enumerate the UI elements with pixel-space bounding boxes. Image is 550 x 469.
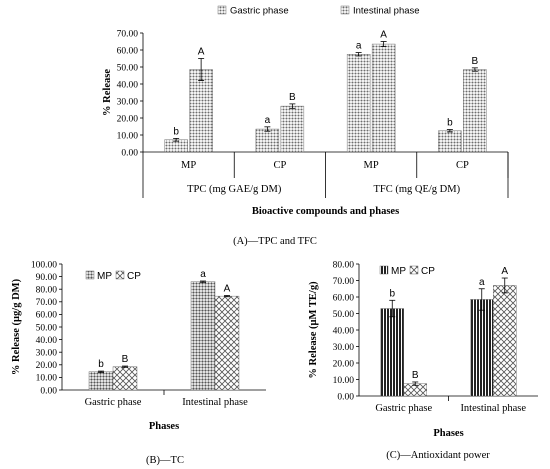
panel-a-gastric-bar <box>438 130 462 153</box>
panel-b-mp-bar <box>88 371 114 391</box>
panel-c-ytick-label: 20.00 <box>333 359 355 369</box>
panel-c-ytick-label: 40.00 <box>333 326 355 336</box>
panel-b-ytick-label: 90.00 <box>36 273 58 283</box>
panel-a-legend-label: Intestinal phase <box>353 6 420 17</box>
panel-a-x-axis-title: Bioactive compounds and phases <box>252 206 399 217</box>
panel-c-legend-swatch <box>379 265 389 275</box>
panel-c-ytick-label: 0.00 <box>337 392 354 402</box>
panel-c-mp-data-label: a <box>479 277 485 288</box>
panel-b-legend-label: CP <box>127 271 141 282</box>
panel-a-intestinal-data-label: B <box>289 92 296 103</box>
panel-c-caption: (C)—Antioxidant power <box>386 450 490 461</box>
panel-a-ytick-label: 0.00 <box>121 148 138 158</box>
panel-b-cp-data-label: A <box>224 284 231 295</box>
panel-a-ytick-label: 30.00 <box>117 97 139 107</box>
panel-b-category-label: Intestinal phase <box>182 397 248 408</box>
panel-b-y-axis-title: % Release (µg/g DM) <box>11 278 22 375</box>
panel-a-category-label: MP <box>181 160 196 171</box>
panel-a-ytick-label: 60.00 <box>117 46 139 56</box>
panel-b-ytick-label: 50.00 <box>36 323 58 333</box>
panel-a-category-label: MP <box>364 160 379 171</box>
panel-a-gastric-data-label: a <box>265 115 271 126</box>
panel-b-ytick-label: 80.00 <box>36 286 58 296</box>
panel-a-group-label: TPC (mg GAE/g DM) <box>187 184 282 195</box>
panel-a-gastric-bar <box>346 54 371 153</box>
panel-b-cp-bar <box>214 295 240 391</box>
panel-a-intestinal-data-label: A <box>380 30 387 41</box>
panel-a-y-axis-title: % Release <box>102 69 113 116</box>
panel-a-intestinal-data-label: A <box>198 47 205 58</box>
panel-b-mp-data-label: a <box>200 269 206 280</box>
panel-b-ytick-label: 0.00 <box>40 386 57 396</box>
panel-c-ytick-label: 60.00 <box>333 293 355 303</box>
panel-a-intestinal-bar <box>280 105 305 153</box>
panel-c-legend-swatch <box>409 265 419 275</box>
panel-b-ytick-label: 60.00 <box>36 311 58 321</box>
panel-a-intestinal-bar <box>463 69 487 153</box>
panel-b-legend-swatch <box>85 270 95 280</box>
panel-a-ytick-label: 20.00 <box>117 114 139 124</box>
panel-a-legend-swatch <box>340 5 350 15</box>
panel-c-ytick-label: 30.00 <box>333 343 355 353</box>
panel-c-mp-bar <box>470 299 494 397</box>
panel-b-ytick-label: 70.00 <box>36 298 58 308</box>
panel-c-category-label: Intestinal phase <box>460 403 526 414</box>
panel-a-intestinal-bar <box>189 69 213 153</box>
panel-b-ytick-label: 10.00 <box>36 374 58 384</box>
panel-b-ytick-label: 100.00 <box>31 260 57 270</box>
panel-b-x-axis-title: Phases <box>149 421 179 432</box>
panel-c-cp-data-label: B <box>412 370 419 381</box>
panel-b-caption: (B)—TC <box>146 455 184 466</box>
panel-a-category-label: CP <box>273 160 286 171</box>
panel-b-legend-swatch <box>115 270 125 280</box>
panel-a-intestinal-data-label: B <box>472 56 479 67</box>
panel-a-gastric-data-label: b <box>173 126 179 137</box>
panel-c-cp-data-label: A <box>501 266 508 277</box>
panel-a-group-label: TFC (mg QE/g DM) <box>373 184 460 195</box>
panel-b-mp-data-label: b <box>98 359 104 370</box>
panel-b-ytick-label: 40.00 <box>36 336 58 346</box>
chart-panel-b: 0.00 10.00 20.00 30.00 40.00 50.00 60.00 70.00 8… <box>11 260 266 466</box>
panel-b-cp-data-label: B <box>122 354 129 365</box>
panel-a-gastric-bar <box>164 139 188 153</box>
panel-c-y-axis-title: % Release (µM TE/g) <box>308 281 319 379</box>
panel-c-category-label: Gastric phase <box>375 403 432 414</box>
panel-a-ytick-label: 50.00 <box>117 63 139 73</box>
panel-a-intestinal-bar <box>371 43 396 153</box>
panel-c-ytick-label: 10.00 <box>333 376 355 386</box>
panel-c-mp-bar <box>380 308 404 397</box>
panel-a-gastric-data-label: b <box>447 118 453 129</box>
panel-a-ytick-label: 40.00 <box>117 80 139 90</box>
panel-b-ytick-label: 30.00 <box>36 349 58 359</box>
panel-c-ytick-label: 70.00 <box>333 277 355 287</box>
chart-panel-a: 0.00 10.00 20.00 30.00 40.00 50.00 60.00 70.00 b… <box>102 5 509 247</box>
panel-b-legend-label: MP <box>97 271 112 282</box>
panel-b-mp-bar <box>190 281 216 391</box>
panel-a-caption: (A)—TPC and TFC <box>233 236 317 247</box>
panel-a-legend-swatch <box>217 5 227 15</box>
panel-c-mp-data-label: b <box>389 288 395 299</box>
panel-b-ytick-label: 20.00 <box>36 361 58 371</box>
panel-b-cp-bar <box>112 366 138 391</box>
panel-b-category-label: Gastric phase <box>85 397 142 408</box>
panel-c-cp-bar <box>493 285 517 397</box>
panel-a-legend-label: Gastric phase <box>230 6 289 17</box>
panel-c-ytick-label: 80.00 <box>333 260 355 270</box>
panel-c-legend-label: CP <box>421 266 435 277</box>
panel-c-x-axis-title: Phases <box>433 428 463 439</box>
panel-a-ytick-label: 70.00 <box>117 29 139 39</box>
panel-a-ytick-label: 10.00 <box>117 131 139 141</box>
panel-c-ytick-label: 50.00 <box>333 310 355 320</box>
panel-a-gastric-data-label: a <box>356 41 362 52</box>
panel-a-gastric-bar <box>255 128 280 153</box>
panel-a-category-label: CP <box>456 160 469 171</box>
panel-c-legend-label: MP <box>391 266 406 277</box>
chart-panel-c: 0.00 10.00 20.00 30.00 40.00 50.00 60.00 70.00 8… <box>308 260 538 461</box>
